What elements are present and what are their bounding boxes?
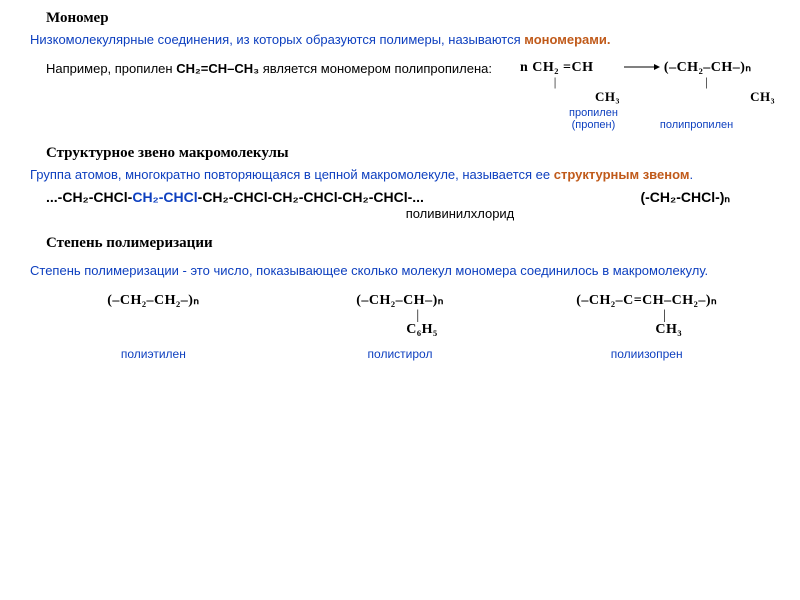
chain-suffix: -CH₂-CHCl-CH₂-CHCl-CH₂-CHCl-... [198, 189, 424, 205]
monomer-example-row: Например, пропилен CH₂=CH–CH₃ является м… [30, 61, 770, 131]
polyisoprene-label: полиизопрен [523, 347, 770, 361]
degree-heading: Степень полимеризации [46, 235, 770, 252]
monomer-definition: Низкомолекулярные соединения, из которых… [30, 31, 770, 49]
reactant-top: n CH₂ =CH [520, 60, 593, 75]
polystyrene-label: полистирол [277, 347, 524, 361]
example-prefix: Например, пропилен [46, 61, 176, 76]
product-top: (–CH₂–CH–)ₙ [664, 60, 752, 75]
polymer-examples: (–CH₂–CH₂–)ₙ полиэтилен (–CH₂–CH–)ₙ | C₆… [30, 292, 770, 361]
polystyrene-sub: C₆H₅ [362, 322, 437, 337]
repeat-unit-formula: (-CH₂-CHCl-)ₙ [640, 189, 730, 205]
unit-term: структурным звеном [554, 167, 690, 182]
polymer-item: (–CH₂–CH–)ₙ | C₆H₅ полистирол [277, 292, 524, 361]
monomer-heading: Мономер [46, 10, 770, 27]
pvc-label: поливинилхлорид [150, 206, 770, 221]
polystyrene-formula: (–CH₂–CH–)ₙ [356, 293, 444, 308]
product-label: полипропилен [647, 119, 747, 131]
reaction-diagram: n CH₂ =CH | CH₃ (–CH₂–CH–)ₙ | CH₃ [520, 61, 770, 131]
reactant: n CH₂ =CH | CH₃ [520, 61, 620, 105]
unit-definition: Группа атомов, многократно повторяющаяся… [30, 166, 770, 184]
propylene-formula: CH₂=CH–CH₃ [176, 61, 259, 76]
polyisoprene-formula: (–CH₂–C=CH–CH₂–)ₙ [576, 293, 717, 308]
polyisoprene-sub: CH₃ [611, 322, 682, 337]
monomer-example-text: Например, пропилен CH₂=CH–CH₃ является м… [46, 61, 520, 76]
polymer-item: (–CH₂–CH₂–)ₙ полиэтилен [30, 292, 277, 361]
reactant-label: пропилен [569, 107, 618, 119]
unit-heading: Структурное звено макромолекулы [46, 145, 770, 162]
chain-formula: ...-CH₂-CHCl-CH₂-CHCl-CH₂-CHCl-CH₂-CHCl-… [46, 189, 424, 206]
arrow-icon [624, 61, 660, 77]
unit-def-end: . [689, 167, 693, 182]
chain-highlight: CH₂-CHCl [132, 189, 197, 205]
slide-content: Мономер Низкомолекулярные соединения, из… [0, 0, 800, 371]
degree-definition: Степень полимеризации - это число, показ… [30, 262, 770, 280]
product: (–CH₂–CH–)ₙ | CH₃ [664, 61, 775, 105]
chain-formula-row: ...-CH₂-CHCl-CH₂-CHCl-CH₂-CHCl-CH₂-CHCl-… [46, 189, 770, 206]
polyethylene-formula: (–CH₂–CH₂–)ₙ [107, 293, 199, 308]
unit-def-text: Группа атомов, многократно повторяющаяся… [30, 167, 554, 182]
example-suffix: является мономером полипропилена: [259, 61, 492, 76]
chain-prefix: ...-CH₂-CHCl- [46, 189, 132, 205]
monomer-term: мономерами. [524, 32, 610, 47]
reactant-bot: CH₃ [550, 89, 620, 104]
reactant-label2: (пропен) [572, 119, 616, 131]
reaction-labels: пропилен(пропен) полипропилен [520, 107, 770, 131]
product-bot: CH₃ [701, 89, 775, 104]
polyethylene-label: полиэтилен [30, 347, 277, 361]
repeat-unit: (-CH₂-CHCl-)ₙ [640, 189, 770, 206]
monomer-def-text: Низкомолекулярные соединения, из которых… [30, 32, 524, 47]
polymer-item: (–CH₂–C=CH–CH₂–)ₙ | CH₃ полиизопрен [523, 292, 770, 361]
